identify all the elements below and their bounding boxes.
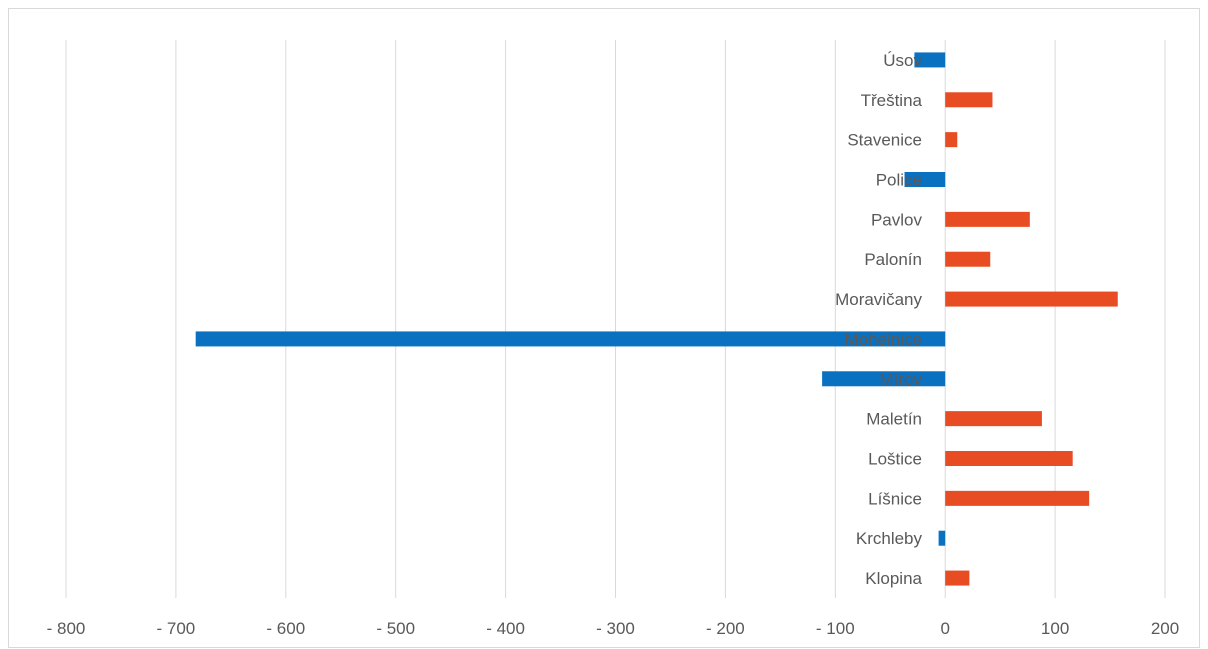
x-tick-label: - 300 bbox=[596, 619, 635, 638]
category-label: Police bbox=[876, 171, 922, 190]
category-label: Třeština bbox=[861, 91, 923, 110]
bar bbox=[945, 132, 958, 148]
category-label: Maletín bbox=[866, 410, 922, 429]
bar bbox=[822, 371, 946, 387]
category-label: Moravičany bbox=[835, 290, 922, 309]
bar bbox=[904, 172, 946, 187]
bar bbox=[945, 211, 1030, 227]
bar bbox=[945, 251, 991, 267]
x-tick-label: - 700 bbox=[157, 619, 196, 638]
x-tick-label: - 200 bbox=[706, 619, 745, 638]
bar bbox=[945, 570, 970, 586]
x-tick-label: - 800 bbox=[47, 619, 86, 638]
bar bbox=[914, 52, 946, 68]
category-label: Líšnice bbox=[868, 489, 922, 508]
category-label: Krchleby bbox=[856, 529, 923, 548]
x-tick-label: 200 bbox=[1151, 619, 1179, 638]
category-label: Mírov bbox=[880, 370, 923, 389]
x-tick-label: - 400 bbox=[486, 619, 525, 638]
bar bbox=[945, 411, 1042, 427]
x-tick-label: - 100 bbox=[816, 619, 855, 638]
category-label: Pavlov bbox=[871, 210, 923, 229]
bar bbox=[195, 331, 946, 347]
x-tick-label: - 600 bbox=[266, 619, 305, 638]
category-label: Mohelnice bbox=[845, 330, 923, 349]
x-tick-label: - 500 bbox=[376, 619, 415, 638]
bar bbox=[945, 451, 1073, 466]
bar bbox=[945, 490, 1090, 506]
category-label: Stavenice bbox=[847, 131, 922, 150]
bar bbox=[945, 92, 993, 108]
bar bbox=[945, 291, 1118, 307]
x-tick-label: 0 bbox=[940, 619, 949, 638]
category-label: Úsov bbox=[883, 51, 922, 70]
bar bbox=[938, 530, 946, 546]
category-label: Palonín bbox=[864, 250, 922, 269]
x-tick-label: 100 bbox=[1041, 619, 1069, 638]
chart-frame bbox=[8, 8, 1200, 648]
category-label: Loštice bbox=[868, 450, 922, 469]
category-label: Klopina bbox=[865, 569, 922, 588]
